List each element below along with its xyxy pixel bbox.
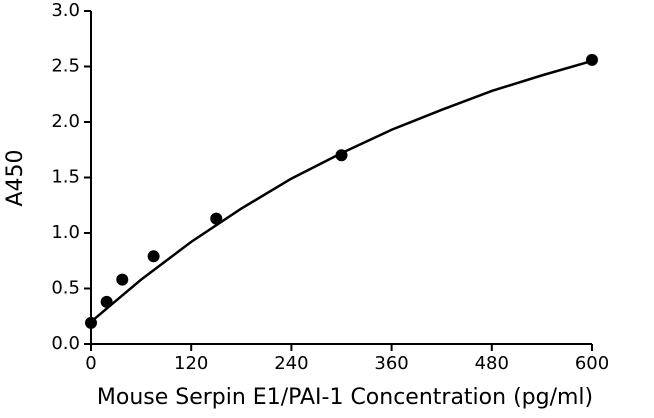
y-tick-label: 2.0: [51, 111, 80, 132]
y-axis-label: A450: [3, 149, 28, 206]
x-tick-label: 360: [374, 353, 408, 374]
x-tick-label: 120: [174, 353, 208, 374]
y-tick-label: 1.5: [51, 167, 80, 188]
y-tick-label: 0.5: [51, 278, 80, 299]
x-tick-label: 480: [475, 353, 509, 374]
data-point: [586, 53, 598, 66]
x-tick-label: 240: [274, 353, 308, 374]
y-tick-label: 0.0: [51, 333, 80, 354]
x-tick-label: 0: [85, 353, 96, 374]
x-axis-label: Mouse Serpin E1/PAI-1 Concentration (pg/…: [97, 385, 593, 410]
y-tick-label: 1.0: [51, 222, 80, 243]
y-tick-label: 3.0: [51, 0, 80, 21]
data-point: [116, 273, 129, 286]
data-point: [210, 212, 223, 225]
fit-curve: [90, 59, 593, 323]
data-point: [147, 250, 160, 263]
y-tick-label: 2.5: [51, 56, 80, 77]
x-tick-label: 600: [575, 353, 609, 374]
